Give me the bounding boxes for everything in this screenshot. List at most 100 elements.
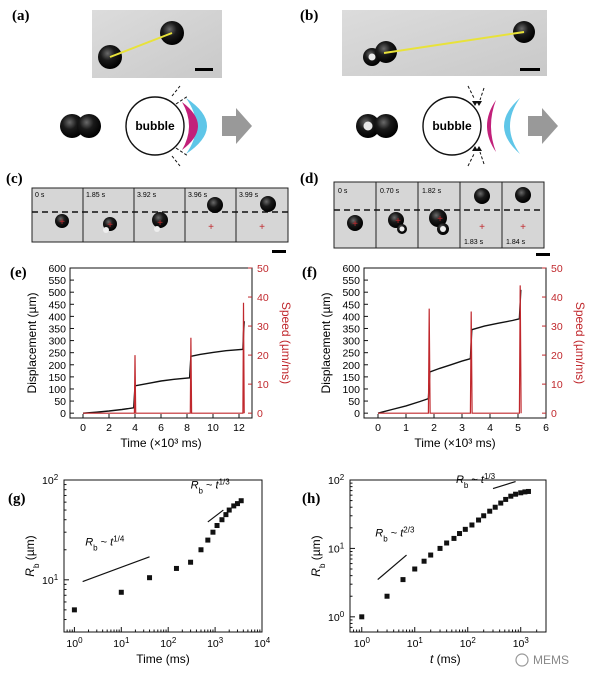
y2-tick-label: 30 (257, 321, 269, 333)
data-point (508, 493, 514, 499)
data-point (210, 529, 216, 535)
y2-axis-label: Speed (µm/ms) (279, 302, 293, 384)
y-tick-label: 500 (342, 287, 360, 299)
y-tick-label: 200 (342, 360, 360, 372)
data-point (412, 566, 418, 572)
data-point (481, 513, 487, 519)
data-point (451, 535, 457, 541)
y2-tick-label: 0 (257, 408, 263, 420)
x-tick-label: 6 (158, 422, 164, 434)
y-tick-label: 250 (342, 348, 360, 360)
scaling-annotation: Rb ~ t1/3 (456, 472, 496, 490)
data-point (214, 523, 220, 529)
data-point (223, 512, 229, 518)
data-point (421, 558, 427, 564)
data-point (231, 503, 237, 509)
y-tick-label: 0 (60, 408, 66, 420)
particle-b-2 (513, 21, 535, 43)
y2-axis-label: Speed (µm/ms) (573, 302, 587, 384)
data-point (188, 559, 194, 565)
schematic-b: bubble (356, 85, 558, 167)
y-tick-label: 50 (54, 396, 66, 408)
svg-text:+: + (437, 214, 443, 225)
x-tick-label: 100 (66, 636, 83, 651)
y-tick-label: 450 (342, 299, 360, 311)
data-point (226, 507, 232, 513)
y-tick-label: 350 (48, 323, 66, 335)
y-tick-label: 600 (48, 263, 66, 275)
svg-text:+: + (107, 220, 113, 231)
x-tick-label: 100 (354, 636, 371, 651)
y-tick-label: 300 (342, 336, 360, 348)
data-point (234, 501, 240, 507)
watermark-text: MEMS (533, 653, 569, 667)
y2-tick-label: 40 (257, 292, 269, 304)
schematic-a: bubble (60, 85, 252, 167)
data-point (359, 614, 365, 620)
data-point (205, 537, 211, 543)
scaling-annotation: Rb ~ t1/4 (85, 534, 125, 552)
chat-icon (515, 653, 529, 667)
y-tick-label: 300 (48, 336, 66, 348)
y2-tick-label: 20 (551, 350, 563, 362)
x-axis-label: Time (×10³ ms) (120, 436, 201, 450)
y-tick-label: 50 (348, 396, 360, 408)
x-tick-label: 4 (132, 422, 138, 434)
svg-text:+: + (157, 218, 163, 229)
svg-text:+: + (259, 222, 265, 233)
y-tick-label: 250 (48, 348, 66, 360)
y-tick-label: 0 (354, 408, 360, 420)
fit-line (207, 509, 224, 523)
data-point (147, 575, 153, 581)
data-point (518, 490, 524, 496)
strip-d-time-5: 1.84 s (506, 239, 526, 246)
data-point (71, 607, 77, 613)
strip-c-time-1: 0 s (35, 192, 45, 199)
x-tick-label: 3 (459, 422, 465, 434)
y-tick-label: 100 (342, 384, 360, 396)
data-point (469, 522, 475, 528)
x-tick-label: 102 (160, 636, 177, 651)
y-tick-label: 450 (48, 299, 66, 311)
y-tick-label: 100 (328, 609, 345, 624)
x-tick-label: 2 (106, 422, 112, 434)
x-tick-label: 2 (431, 422, 437, 434)
panel-label-f: (f) (302, 265, 317, 281)
x-tick-label: 10 (207, 422, 219, 434)
x-tick-label: 102 (460, 636, 477, 651)
trajectory-line-b (383, 31, 525, 54)
y-tick-label: 200 (48, 360, 66, 372)
image-strip-c: 0 s 1.85 s 3.92 s 3.96 s 3.99 s + + + + … (31, 187, 289, 253)
scale-bar-d (536, 253, 550, 256)
x-tick-label: 104 (254, 636, 271, 651)
fit-line (492, 480, 516, 490)
series-displacement-line (377, 289, 522, 414)
strip-c-time-4: 3.96 s (188, 192, 208, 199)
y-axis-label: Displacement (µm) (319, 293, 333, 394)
data-point (476, 517, 482, 523)
y2-tick-label: 50 (551, 263, 563, 275)
data-point (238, 498, 244, 504)
strip-c-time-5: 3.99 s (239, 192, 259, 199)
bubble-label-a: bubble (135, 119, 175, 133)
y-tick-label: 101 (42, 572, 59, 587)
x-tick-label: 103 (207, 636, 224, 651)
scaling-annotation: Rb ~ t1/3 (191, 477, 231, 495)
plot-frame (363, 267, 547, 419)
x-tick-label: 101 (407, 636, 424, 651)
bubble-label-b: bubble (432, 119, 472, 133)
y-tick-label: 101 (328, 541, 345, 556)
y-tick-label: 350 (342, 323, 360, 335)
scaling-annotation: Rb ~ t2/3 (375, 525, 415, 543)
y-tick-label: 550 (342, 275, 360, 287)
svg-text:+: + (395, 216, 401, 227)
data-point (487, 508, 493, 514)
scale-bar-c (272, 250, 286, 253)
data-point (492, 504, 498, 510)
series-speed-line (378, 285, 522, 414)
x-tick-label: 103 (513, 636, 530, 651)
y2-tick-label: 40 (551, 292, 563, 304)
